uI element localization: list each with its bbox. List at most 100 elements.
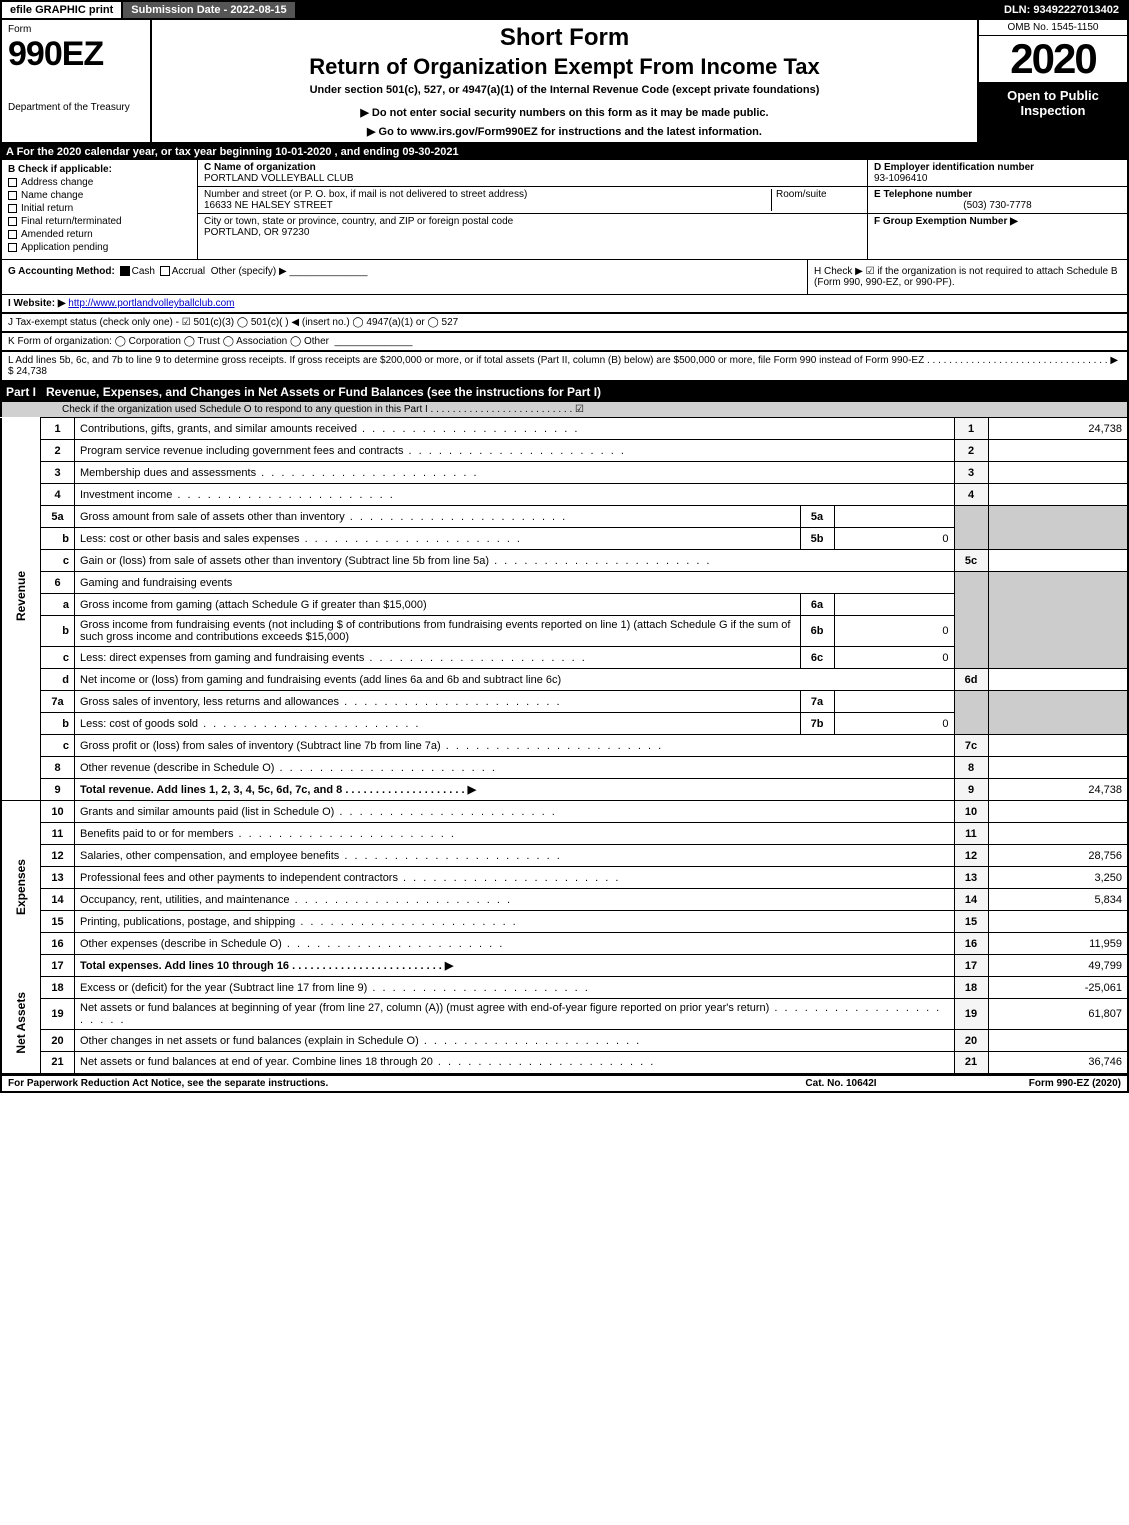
line-6c-innerno: 6c: [800, 647, 834, 669]
line-7ab-shade-amt: [988, 691, 1128, 735]
line-15-amt: [988, 911, 1128, 933]
chk-final-return[interactable]: Final return/terminated: [8, 216, 191, 227]
chk-name-change[interactable]: Name change: [8, 190, 191, 201]
goto-link-text: ▶ Go to www.irs.gov/Form990EZ for instru…: [160, 125, 969, 138]
c-room-label: Room/suite: [771, 189, 861, 211]
chk-initial-return[interactable]: Initial return: [8, 203, 191, 214]
topbar-spacer: [297, 2, 996, 18]
efile-print-label: efile GRAPHIC print: [2, 2, 123, 18]
line-2-amt: [988, 440, 1128, 462]
line-5a-innerno: 5a: [800, 506, 834, 528]
line-8-num: 8: [41, 757, 75, 779]
line-6d-desc: Net income or (loss) from gaming and fun…: [75, 669, 955, 691]
line-7b-innerno: 7b: [800, 713, 834, 735]
line-6a-innerno: 6a: [800, 594, 834, 616]
line-2-desc: Program service revenue including govern…: [75, 440, 955, 462]
line-8-desc: Other revenue (describe in Schedule O): [75, 757, 955, 779]
line-14-num: 14: [41, 889, 75, 911]
e-tel-label: E Telephone number: [874, 189, 1121, 200]
line-10-num: 10: [41, 801, 75, 823]
c-city-label: City or town, state or province, country…: [204, 216, 513, 227]
row-k: K Form of organization: ◯ Corporation ◯ …: [0, 332, 1129, 351]
line-19-lineno: 19: [954, 999, 988, 1030]
return-title: Return of Organization Exempt From Incom…: [160, 54, 969, 80]
line-5c-num: c: [41, 550, 75, 572]
line-18-desc: Excess or (deficit) for the year (Subtra…: [75, 977, 955, 999]
line-9-amt: 24,738: [988, 779, 1128, 801]
line-10-lineno: 10: [954, 801, 988, 823]
line-a-tax-year: A For the 2020 calendar year, or tax yea…: [0, 144, 1129, 160]
line-16-num: 16: [41, 933, 75, 955]
line-21-desc: Net assets or fund balances at end of ye…: [75, 1052, 955, 1074]
line-3-desc: Membership dues and assessments: [75, 462, 955, 484]
line-7b-num: b: [41, 713, 75, 735]
line-6a-inneramt: [834, 594, 954, 616]
c-name-label: C Name of organization: [204, 162, 354, 173]
line-9-num: 9: [41, 779, 75, 801]
line-6b-desc: Gross income from fundraising events (no…: [75, 616, 801, 647]
chk-address-change[interactable]: Address change: [8, 177, 191, 188]
line-12-desc: Salaries, other compensation, and employ…: [75, 845, 955, 867]
line-6c-desc: Less: direct expenses from gaming and fu…: [75, 647, 801, 669]
e-tel: (503) 730-7778: [874, 200, 1121, 211]
line-7ab-shade: [954, 691, 988, 735]
line-17-lineno: 17: [954, 955, 988, 977]
line-7a-desc: Gross sales of inventory, less returns a…: [75, 691, 801, 713]
line-3-lineno: 3: [954, 462, 988, 484]
line-5c-amt: [988, 550, 1128, 572]
line-6b-innerno: 6b: [800, 616, 834, 647]
line-17-num: 17: [41, 955, 75, 977]
d-ein: 93-1096410: [874, 173, 1121, 184]
line-21-lineno: 21: [954, 1052, 988, 1074]
footer-left: For Paperwork Reduction Act Notice, see …: [8, 1078, 741, 1089]
chk-cash[interactable]: [120, 266, 130, 276]
part1-title: Revenue, Expenses, and Changes in Net As…: [46, 385, 1123, 399]
line-5c-lineno: 5c: [954, 550, 988, 572]
form-word: Form: [8, 24, 144, 35]
line-11-num: 11: [41, 823, 75, 845]
line-5b-desc: Less: cost or other basis and sales expe…: [75, 528, 801, 550]
box-c: C Name of organization PORTLAND VOLLEYBA…: [198, 160, 867, 259]
line-12-num: 12: [41, 845, 75, 867]
line-6abc-shade-amt: [988, 572, 1128, 669]
line-14-desc: Occupancy, rent, utilities, and maintena…: [75, 889, 955, 911]
line-4-lineno: 4: [954, 484, 988, 506]
box-h: H Check ▶ ☑ if the organization is not r…: [807, 260, 1127, 294]
line-6d-num: d: [41, 669, 75, 691]
line-8-amt: [988, 757, 1128, 779]
short-form-title: Short Form: [160, 24, 969, 52]
line-7b-inneramt: 0: [834, 713, 954, 735]
line-5ab-shade: [954, 506, 988, 550]
part1-sub: Check if the organization used Schedule …: [0, 402, 1129, 417]
c-city: PORTLAND, OR 97230: [204, 227, 513, 238]
line-7a-inneramt: [834, 691, 954, 713]
line-5a-inneramt: [834, 506, 954, 528]
line-6abc-shade: [954, 572, 988, 669]
line-9-lineno: 9: [954, 779, 988, 801]
line-14-lineno: 14: [954, 889, 988, 911]
department-label: Department of the Treasury: [8, 102, 144, 113]
i-label: I Website: ▶: [8, 298, 66, 309]
line-11-amt: [988, 823, 1128, 845]
page-footer: For Paperwork Reduction Act Notice, see …: [0, 1075, 1129, 1093]
line-18-num: 18: [41, 977, 75, 999]
part1-tab: Part I: [6, 385, 46, 399]
line-18-lineno: 18: [954, 977, 988, 999]
line-5b-inneramt: 0: [834, 528, 954, 550]
line-20-lineno: 20: [954, 1030, 988, 1052]
footer-right: Form 990-EZ (2020): [941, 1078, 1121, 1089]
chk-accrual[interactable]: [160, 266, 170, 276]
line-9-desc: Total revenue. Add lines 1, 2, 3, 4, 5c,…: [75, 779, 955, 801]
website-link[interactable]: http://www.portlandvolleyballclub.com: [68, 298, 234, 309]
g-label: G Accounting Method:: [8, 266, 115, 277]
block-bcd: B Check if applicable: Address change Na…: [0, 160, 1129, 259]
line-19-desc: Net assets or fund balances at beginning…: [75, 999, 955, 1030]
revenue-section-label: Revenue: [1, 418, 41, 779]
line-5ab-shade-amt: [988, 506, 1128, 550]
line-7c-num: c: [41, 735, 75, 757]
line-21-num: 21: [41, 1052, 75, 1074]
line-13-lineno: 13: [954, 867, 988, 889]
chk-application-pending[interactable]: Application pending: [8, 242, 191, 253]
line-11-desc: Benefits paid to or for members: [75, 823, 955, 845]
chk-amended-return[interactable]: Amended return: [8, 229, 191, 240]
